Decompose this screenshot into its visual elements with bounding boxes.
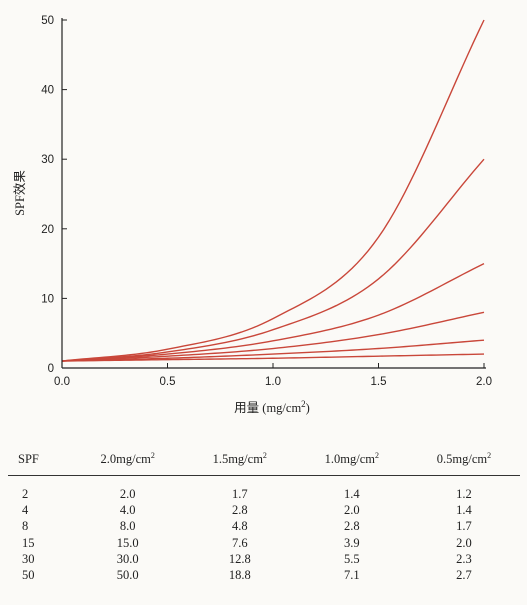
y-tick-label: 10 <box>41 293 54 305</box>
x-axis-title: 用量 (mg/cm2) <box>234 399 310 415</box>
spf-dose-chart: 0 10 20 30 40 50 0.0 0.5 1.0 1.5 2.0 SPF效果 用量 (mg… <box>12 15 492 415</box>
x-tick-label: 1.0 <box>265 376 281 388</box>
y-axis-title: SPF效果 <box>12 170 27 216</box>
table-header-cell: 2.0mg/cm2 <box>100 450 155 466</box>
table-row: 15 15.0 7.6 3.9 2.0 <box>8 535 520 551</box>
series-line <box>61 19 485 362</box>
table-cell: 18.8 <box>228 568 251 583</box>
table-row: 8 8.0 4.8 2.8 1.7 <box>8 519 520 535</box>
table-cell: 30 <box>22 551 35 566</box>
table-cell: 4.0 <box>119 502 136 517</box>
table-row: 2 2.0 1.7 1.4 1.2 <box>8 476 520 503</box>
table-cell: 30.0 <box>116 551 139 566</box>
y-tick-label: 40 <box>41 85 54 97</box>
table-row: 30 30.0 12.8 5.5 2.3 <box>8 551 520 567</box>
spf-table: SPF 2.0mg/cm2 1.5mg/cm2 1.0mg/cm2 0.5mg/cm2 … <box>8 448 520 584</box>
table-cell: 1.4 <box>344 486 360 501</box>
table-cell: 15 <box>22 535 35 550</box>
x-axis-ticks: 0.0 0.5 1.0 1.5 2.0 <box>54 363 492 388</box>
table-cell: 12.8 <box>228 551 251 566</box>
table-cell: 8.0 <box>119 519 136 534</box>
table-cell: 5.5 <box>344 551 360 566</box>
table-cell: 4 <box>22 502 29 517</box>
table-header-row: SPF 2.0mg/cm2 1.5mg/cm2 1.0mg/cm2 0.5mg/cm2 <box>8 448 520 476</box>
table-header-cell: SPF <box>18 452 39 466</box>
table-body: 2 2.0 1.7 1.4 1.2 4 4.0 2.8 2.0 1.4 8 8.0 4.8 2.8 1.7 1… <box>8 476 520 584</box>
table-cell: 8 <box>22 519 29 534</box>
table-cell: 1.7 <box>456 519 472 534</box>
table-cell: 2.0 <box>344 502 360 517</box>
x-tick-label: 1.5 <box>371 376 387 388</box>
y-tick-label: 0 <box>48 363 54 375</box>
series-line <box>61 353 485 362</box>
table-cell: 2 <box>22 486 29 501</box>
table-cell: 2.8 <box>344 519 360 534</box>
table-header-cell: 0.5mg/cm2 <box>436 450 492 466</box>
table-cell: 1.4 <box>456 502 472 517</box>
table-cell: 2.3 <box>456 551 472 566</box>
table-cell: 1.2 <box>456 486 472 501</box>
table-cell: 3.9 <box>344 535 360 550</box>
table-cell: 1.7 <box>231 486 248 501</box>
table-cell: 2.0 <box>119 486 136 501</box>
table-cell: 50 <box>22 568 35 583</box>
table-cell: 15.0 <box>116 535 139 550</box>
table-row: 4 4.0 2.8 2.0 1.4 <box>8 502 520 518</box>
table-cell: 2.7 <box>456 568 472 583</box>
table-cell: 2.0 <box>456 535 472 550</box>
table-cell: 7.1 <box>344 568 360 583</box>
x-tick-label: 0.0 <box>54 376 70 388</box>
x-tick-label: 0.5 <box>160 376 176 388</box>
x-tick-label: 2.0 <box>476 376 492 388</box>
series-line <box>61 339 485 362</box>
y-axis-ticks: 0 10 20 30 40 50 <box>41 15 67 375</box>
table-row: 50 50.0 18.8 7.1 2.7 <box>8 567 520 583</box>
series-lines <box>61 19 485 362</box>
y-tick-label: 30 <box>41 154 54 166</box>
y-tick-label: 20 <box>41 224 54 236</box>
series-line <box>61 262 485 362</box>
table-cell: 4.8 <box>231 519 248 534</box>
table-cell: 2.8 <box>231 502 248 517</box>
table-cell: 50.0 <box>116 568 139 583</box>
series-line <box>61 158 485 362</box>
series-line <box>61 311 485 362</box>
table-cell: 7.6 <box>231 535 248 550</box>
table-header-cell: 1.5mg/cm2 <box>212 450 267 466</box>
table-header-cell: 1.0mg/cm2 <box>324 450 379 466</box>
y-tick-label: 50 <box>41 15 54 27</box>
